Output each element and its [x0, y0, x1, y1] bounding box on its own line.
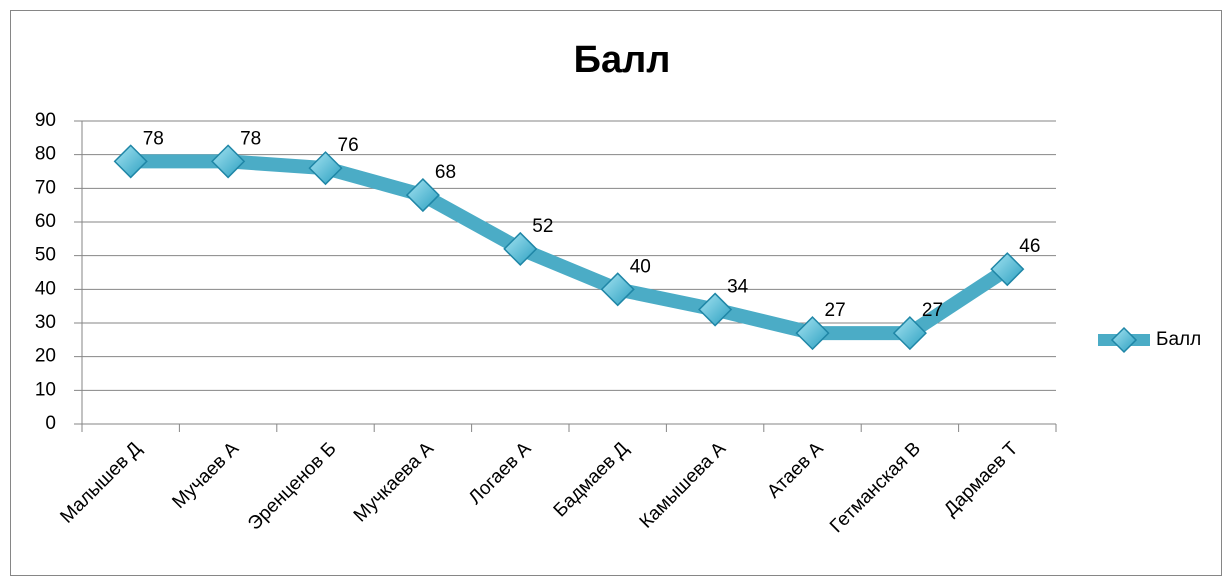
chart-title: Балл — [574, 39, 671, 81]
marker — [698, 292, 733, 327]
marker — [600, 272, 635, 307]
data-label: 68 — [435, 162, 456, 183]
data-label: 78 — [240, 128, 261, 149]
marker — [892, 316, 927, 351]
y-tick-label: 30 — [35, 312, 56, 333]
data-label: 34 — [727, 277, 749, 298]
marker — [990, 252, 1025, 287]
data-label: 76 — [338, 135, 359, 156]
data-label: 78 — [143, 128, 164, 149]
marker — [113, 144, 148, 179]
data-label: 27 — [825, 300, 846, 321]
data-label: 46 — [1019, 236, 1040, 257]
y-tick-label: 0 — [45, 413, 56, 434]
y-tick-label: 80 — [35, 144, 56, 165]
y-tick-label: 90 — [35, 110, 56, 131]
y-tick-label: 50 — [35, 245, 56, 266]
marker — [308, 151, 343, 186]
legend-marker — [1110, 326, 1138, 354]
data-label: 52 — [532, 216, 553, 237]
y-tick-label: 20 — [35, 346, 56, 367]
y-tick-label: 40 — [35, 278, 56, 299]
y-tick-label: 60 — [35, 211, 56, 232]
data-label: 27 — [922, 300, 943, 321]
y-tick-label: 10 — [35, 379, 56, 400]
series-line — [130, 154, 1012, 341]
marker — [503, 231, 538, 266]
y-tick-label: 70 — [35, 177, 56, 198]
marker — [795, 316, 830, 351]
data-label: 40 — [630, 256, 651, 277]
marker — [211, 144, 246, 179]
legend-label: Балл — [1156, 329, 1201, 350]
marker — [405, 178, 440, 213]
